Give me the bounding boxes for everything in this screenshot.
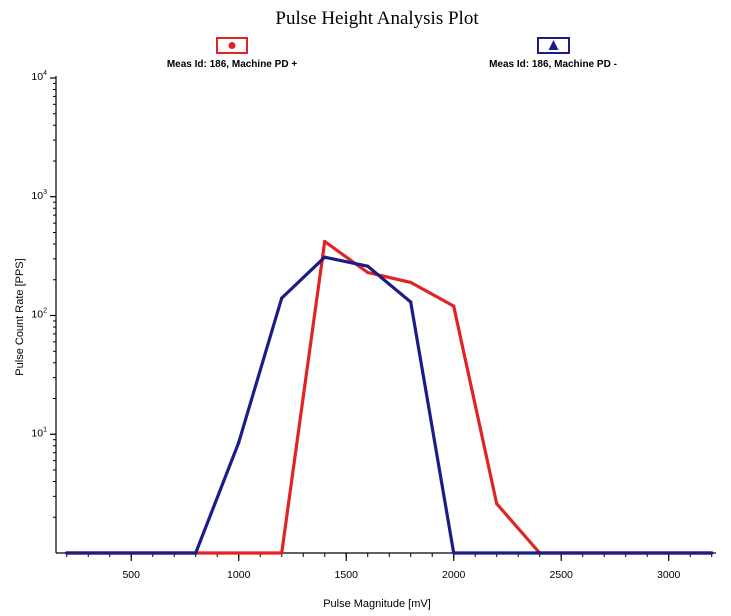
x-axis-label: Pulse Magnitude [mV] (323, 598, 431, 610)
chart-title: Pulse Height Analysis Plot (275, 8, 479, 29)
data-point-pd-plus (495, 502, 499, 506)
data-point-pd-minus (710, 551, 714, 555)
y-axis-label: Pulse Count Rate [PPS] (14, 258, 26, 375)
legend-label-pd-plus: Meas Id: 186, Machine PD + (167, 59, 297, 70)
data-point-pd-minus (366, 264, 370, 268)
legend-item-pd-plus[interactable]: Meas Id: 186, Machine PD + (167, 37, 297, 70)
x-tick-label: 3000 (657, 569, 681, 581)
data-point-pd-minus (280, 296, 284, 300)
y-tick-label: 104 (31, 70, 47, 83)
data-point-pd-minus (237, 441, 241, 445)
data-point-pd-minus (194, 551, 198, 555)
legend-label-pd-minus: Meas Id: 186, Machine PD - (489, 59, 617, 70)
data-point-pd-minus (452, 551, 456, 555)
data-point-pd-plus (409, 280, 413, 284)
data-point-pd-minus (323, 255, 327, 259)
legend-item-pd-minus[interactable]: Meas Id: 186, Machine PD - (489, 37, 617, 70)
series-line-pd-minus (65, 255, 714, 555)
data-point-pd-minus (409, 300, 413, 304)
x-tick-label: 1000 (227, 569, 251, 581)
y-tick-label: 103 (31, 189, 47, 202)
data-point-pd-minus (495, 551, 499, 555)
data-point-pd-plus (237, 551, 241, 555)
x-tick-label: 2000 (442, 569, 466, 581)
data-point-pd-minus (65, 551, 69, 555)
data-point-pd-minus (538, 551, 542, 555)
legend-marker-circle (228, 42, 236, 49)
x-tick-label: 2500 (550, 569, 574, 581)
y-tick-label: 101 (31, 426, 47, 439)
x-tick-label: 1500 (335, 569, 359, 581)
data-point-pd-minus (581, 551, 585, 555)
legend-marker-triangle (548, 40, 559, 50)
data-point-pd-minus (624, 551, 628, 555)
data-point-pd-plus (280, 551, 284, 555)
x-tick-label: 500 (122, 569, 140, 581)
series-line-pd-plus (65, 239, 714, 555)
data-point-pd-plus (323, 239, 327, 244)
data-point-pd-minus (667, 551, 671, 555)
data-point-pd-plus (452, 304, 456, 308)
data-point-pd-plus (366, 270, 370, 275)
data-point-pd-minus (151, 551, 155, 555)
data-point-pd-minus (108, 551, 112, 555)
y-tick-label: 102 (31, 308, 47, 321)
